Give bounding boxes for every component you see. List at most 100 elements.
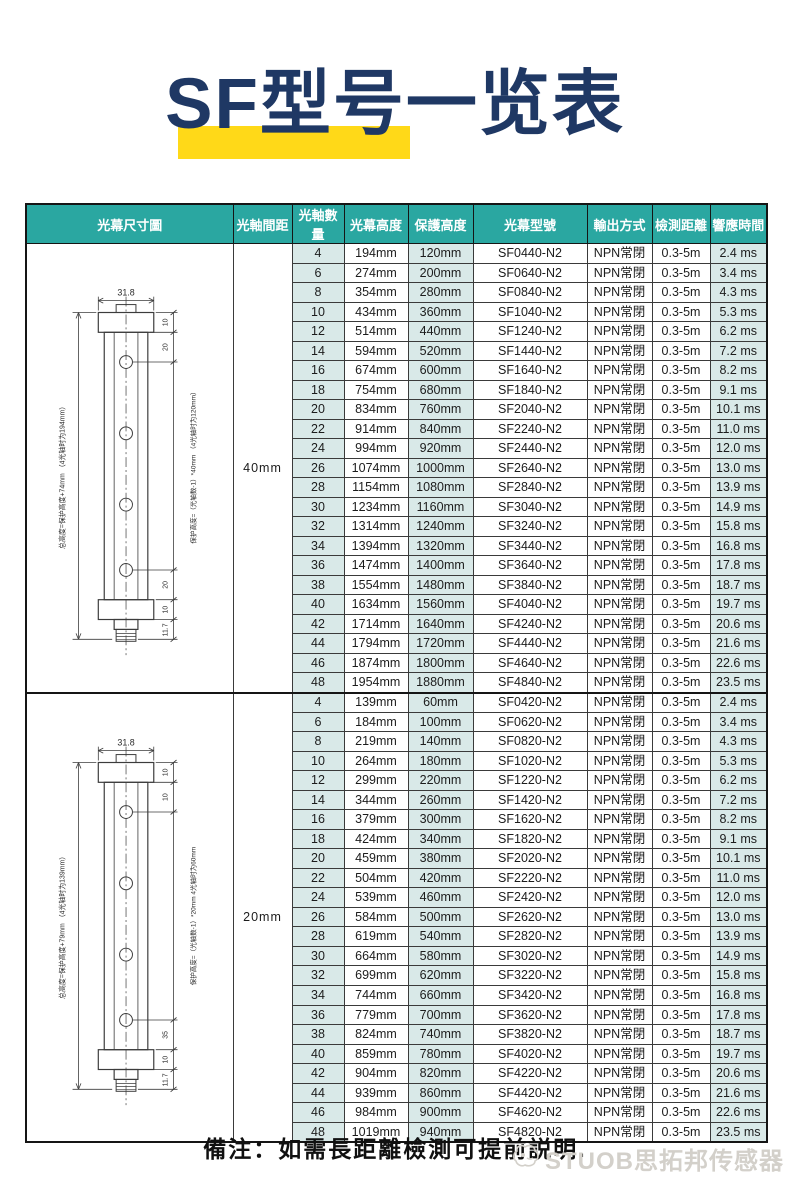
table-cell: 16 — [291, 809, 345, 830]
table-cell: 0.3-5m — [651, 574, 711, 596]
table-cell: 0.3-5m — [651, 711, 711, 733]
light-curtain-drawing: 31.8 总高度=保护高度+79mm （4光轴时为139mm） 10 10 35 10 11… — [58, 737, 198, 1105]
table-cell: 540mm — [407, 926, 474, 947]
table-cell: SF1820-N2 — [472, 828, 588, 850]
table-cell: 6.2 ms — [709, 321, 768, 342]
table-cell: 42 — [291, 1063, 345, 1084]
table-cell: 0.3-5m — [651, 731, 711, 752]
table-cell: 11.0 ms — [709, 867, 768, 889]
table-cell: 840mm — [407, 418, 474, 440]
table-row: 18 424mm 340mm SF1820-N2 NPN常閉 0.3-5m 9.1 ms — [26, 828, 768, 850]
table-row: 28 619mm 540mm SF2820-N2 NPN常閉 0.3-5m 13.9 ms — [26, 926, 768, 947]
table-cell: SF4840-N2 — [472, 672, 588, 693]
table-cell: 0.3-5m — [651, 262, 711, 284]
table-cell: 18 — [291, 379, 345, 401]
table-cell: 0.3-5m — [651, 789, 711, 811]
svg-text:20: 20 — [163, 581, 170, 589]
table-cell: 0.3-5m — [651, 1102, 711, 1123]
table-cell: 1560mm — [407, 594, 474, 615]
table-cell: SF2240-N2 — [472, 418, 588, 440]
table-cell: NPN常閉 — [586, 945, 653, 967]
table-cell: NPN常閉 — [586, 301, 653, 323]
table-cell: 219mm — [343, 731, 409, 752]
table-cell: 0.3-5m — [651, 340, 711, 362]
table-cell: 0.3-5m — [651, 750, 711, 772]
table-cell: 1160mm — [407, 496, 474, 518]
table-cell: 0.3-5m — [651, 809, 711, 830]
table-row: 48 1954mm 1880mm SF4840-N2 NPN常閉 0.3-5m 23.5 m… — [26, 672, 768, 693]
table-cell: 1394mm — [343, 535, 409, 557]
table-row: 22 504mm 420mm SF2220-N2 NPN常閉 0.3-5m 11.0 ms — [26, 867, 768, 889]
table-cell: 1714mm — [343, 613, 409, 635]
table-cell: 600mm — [407, 360, 474, 381]
table-cell: SF2020-N2 — [472, 848, 588, 869]
table-cell: 36 — [291, 555, 345, 576]
table-cell: 0.3-5m — [651, 1063, 711, 1084]
table-cell: 0.3-5m — [651, 848, 711, 869]
table-cell: NPN常閉 — [586, 457, 653, 479]
svg-text:35: 35 — [163, 1030, 170, 1038]
table-row: 46 984mm 900mm SF4620-N2 NPN常閉 0.3-5m 22.6 ms — [26, 1102, 768, 1123]
svg-text:10: 10 — [163, 768, 170, 776]
table-cell: 18.7 ms — [709, 574, 768, 596]
table-row: 18 754mm 680mm SF1840-N2 NPN常閉 0.3-5m 9.1 ms — [26, 379, 768, 401]
table-cell: NPN常閉 — [586, 1063, 653, 1084]
table-cell: 0.3-5m — [651, 477, 711, 498]
table-cell: 15.8 ms — [709, 965, 768, 986]
table-cell: 1634mm — [343, 594, 409, 615]
table-cell: 28 — [291, 477, 345, 498]
table-cell: 780mm — [407, 1043, 474, 1065]
table-cell: 8.2 ms — [709, 809, 768, 830]
table-cell: 11.0 ms — [709, 418, 768, 440]
table-cell: 260mm — [407, 789, 474, 811]
table-row: 31.8 总高度=保护高度+74mm （4光轴时为194mm） 10 20 20 10 11… — [25, 243, 768, 693]
column-header: 光幕高度 — [343, 203, 409, 244]
svg-text:11.7: 11.7 — [163, 623, 170, 636]
table-cell: SF0840-N2 — [472, 282, 588, 303]
table-cell: 1019mm — [343, 1121, 409, 1143]
table-cell: 1880mm — [407, 672, 474, 693]
table-cell: NPN常閉 — [586, 1082, 653, 1104]
table-cell: 984mm — [343, 1102, 409, 1123]
table-cell: NPN常閉 — [586, 262, 653, 284]
table-cell: NPN常閉 — [586, 809, 653, 830]
table-cell: 834mm — [343, 399, 409, 420]
table-cell: 30 — [291, 496, 345, 518]
table-cell: NPN常閉 — [586, 438, 653, 459]
table-cell: 4.3 ms — [709, 282, 768, 303]
table-row: 12 299mm 220mm SF1220-N2 NPN常閉 0.3-5m 6.2 ms — [26, 770, 768, 791]
table-cell: 344mm — [343, 789, 409, 811]
table-cell: 10 — [291, 301, 345, 323]
table-cell: NPN常閉 — [586, 1102, 653, 1123]
table-cell: NPN常閉 — [586, 516, 653, 537]
table-cell: 660mm — [407, 984, 474, 1006]
table-cell: 0.3-5m — [651, 399, 711, 420]
light-curtain-drawing: 31.8 总高度=保护高度+74mm （4光轴时为194mm） 10 20 20 10 11… — [58, 288, 198, 656]
table-row: 42 904mm 820mm SF4220-N2 NPN常閉 0.3-5m 20.6 ms — [26, 1063, 768, 1084]
svg-text:总高度=保护高度+74mm （4光轴时为194mm）: 总高度=保护高度+74mm （4光轴时为194mm） — [58, 403, 67, 549]
table-cell: 0.3-5m — [651, 633, 711, 654]
table-cell: NPN常閉 — [586, 477, 653, 498]
table-cell: NPN常閉 — [586, 555, 653, 576]
table-cell: 21.6 ms — [709, 1082, 768, 1104]
table-row: 16 379mm 300mm SF1620-N2 NPN常閉 0.3-5m 8.2 ms — [26, 809, 768, 830]
table-cell: SF4020-N2 — [472, 1043, 588, 1065]
table-cell: 7.2 ms — [709, 340, 768, 362]
table-cell: 12.0 ms — [709, 887, 768, 908]
table-cell: NPN常閉 — [586, 711, 653, 733]
table-cell: 6.2 ms — [709, 770, 768, 791]
table-header: 光幕尺寸圖 光軸間距 光軸數量 光幕高度 保護高度 光幕型號 輸出方式 檢測距離 響應時間 — [25, 203, 768, 244]
table-cell: 12.0 ms — [709, 438, 768, 459]
table-cell: 14.9 ms — [709, 496, 768, 518]
svg-text:总高度=保护高度+79mm （4光轴时为139mm）: 总高度=保护高度+79mm （4光轴时为139mm） — [58, 852, 67, 998]
table-cell: 424mm — [343, 828, 409, 850]
table-cell: 18 — [291, 828, 345, 850]
table-cell: 1554mm — [343, 574, 409, 596]
table-cell: NPN常閉 — [586, 652, 653, 674]
table-cell: SF3020-N2 — [472, 945, 588, 967]
table-cell: 0.3-5m — [651, 1121, 711, 1143]
table-row: 16 674mm 600mm SF1640-N2 NPN常閉 0.3-5m 8.2 ms — [26, 360, 768, 381]
table-cell: 0.3-5m — [651, 867, 711, 889]
table-cell: SF3820-N2 — [472, 1024, 588, 1045]
table-cell: NPN常閉 — [586, 1004, 653, 1026]
